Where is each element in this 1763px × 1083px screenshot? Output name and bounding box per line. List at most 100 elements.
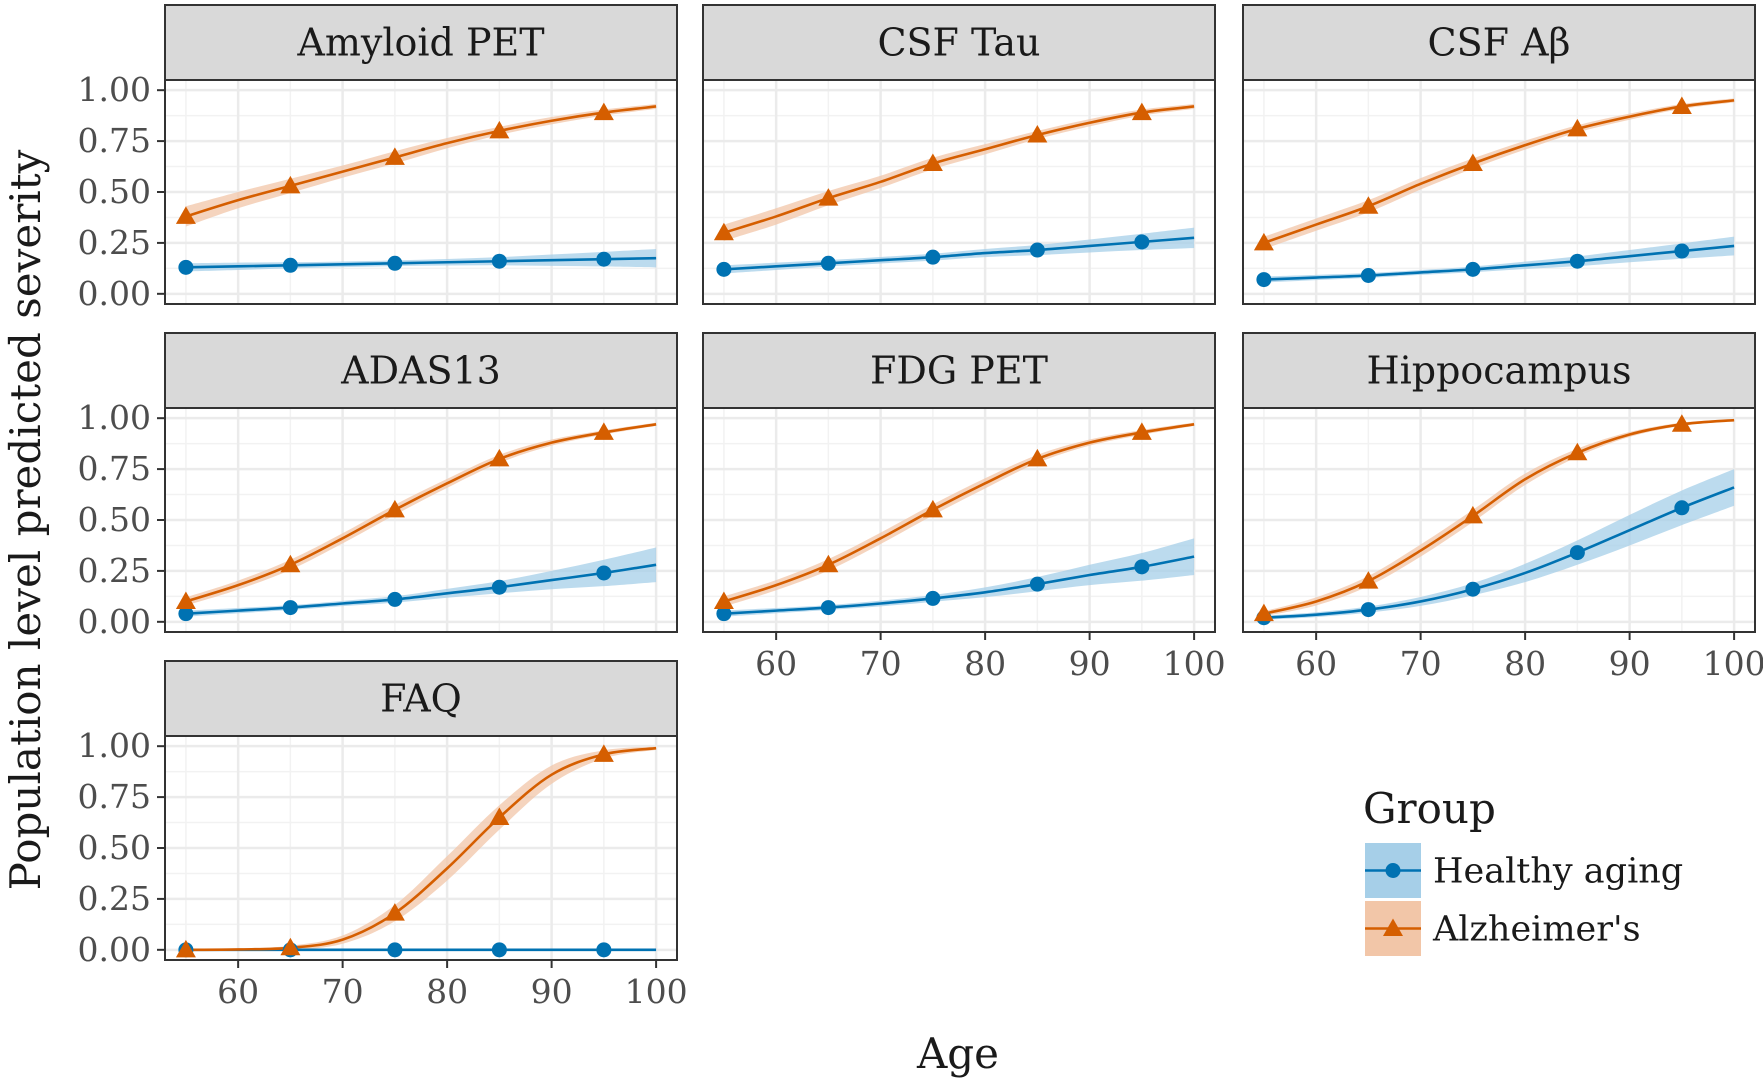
line-alzheimer-s [1263,99,1735,245]
point-healthy-aging [491,942,507,958]
plot-data [1253,96,1735,288]
point-healthy-aging [1029,576,1045,592]
y-tick-label: 0.50 [78,500,151,539]
y-tick-label: 1.00 [78,70,151,109]
point-healthy-aging [1029,242,1045,258]
line-alzheimer-s [1263,418,1735,615]
legend: Group Healthy aging Alzheimer's [1363,784,1683,956]
panel-adas13: ADAS13 0.00 0.25 0.50 0.75 1.00 [78,332,678,641]
point-healthy-aging [1134,234,1150,250]
point-alzheimer-s [1253,603,1274,622]
y-tick-label: 0.75 [78,449,151,488]
x-tick-label: 80 [964,644,1006,683]
x-tick-label: 70 [1400,644,1442,683]
point-healthy-aging [1465,581,1481,597]
panel-title: Amyloid PET [296,21,544,65]
panel-border [1242,79,1756,305]
legend-item-healthy-aging: Healthy aging [1365,843,1683,898]
panel-strip [1242,332,1756,409]
panel-amyloid-pet: Amyloid PET 0.00 0.25 0.50 0.75 1.00 [78,4,678,313]
point-alzheimer-s [922,499,943,518]
point-alzheimer-s [1131,422,1152,440]
point-healthy-aging [925,590,941,606]
point-healthy-aging [596,565,612,581]
panel-strip [164,332,678,409]
x-axis-title: Age [916,1029,999,1078]
point-healthy-aging [178,259,194,275]
x-tick-label: 60 [1295,644,1337,683]
point-alzheimer-s [384,147,405,165]
y-axis-title: Population level predicted severity [1,149,50,890]
point-alzheimer-s [489,448,510,467]
panel-strip [164,660,678,737]
point-alzheimer-s [1671,96,1692,114]
panel-csf-tau: CSF Tau [702,4,1216,305]
point-alzheimer-s [818,554,839,573]
point-healthy-aging [1569,253,1585,269]
point-alzheimer-s [1027,448,1048,467]
panel-border [1242,407,1756,633]
panel-strip [702,332,1216,409]
point-healthy-aging [1360,267,1376,283]
point-alzheimer-s [1462,505,1483,524]
line-healthy-aging [1263,244,1735,281]
panel-csf-a: CSF Aβ [1242,4,1756,305]
y-tick-label: 0.75 [78,121,151,160]
point-healthy-aging [820,600,836,616]
y-tick-label: 0.00 [78,930,151,969]
line-alzheimer-s [723,423,1195,603]
legend-key-point [1385,863,1401,878]
point-healthy-aging [820,255,836,271]
legend-key-point [1383,918,1403,936]
point-alzheimer-s [175,591,196,609]
y-tick-label: 0.50 [78,172,151,211]
panel-hippocampus: Hippocampus 60 70 80 90 100 [1242,332,1763,683]
point-alzheimer-s [175,206,196,224]
point-alzheimer-s [1567,442,1588,461]
line-healthy-aging [1263,486,1735,620]
point-healthy-aging [1256,272,1272,288]
point-alzheimer-s [922,153,943,171]
point-alzheimer-s [593,422,614,440]
x-tick-label: 90 [1069,644,1111,683]
point-alzheimer-s [384,903,405,921]
point-healthy-aging [596,942,612,958]
line-healthy-aging [723,236,1195,271]
point-alzheimer-s [713,222,734,241]
point-healthy-aging [387,942,403,958]
point-alzheimer-s [713,591,734,609]
point-alzheimer-s [1462,153,1483,171]
point-healthy-aging [716,261,732,277]
legend-title: Group [1363,784,1496,833]
panel-faq: FAQ 0.00 0.25 0.50 0.75 1.00 60 70 80 90 100 [78,660,688,1011]
line-healthy-aging [723,555,1195,615]
point-healthy-aging [387,255,403,271]
point-alzheimer-s [489,807,510,825]
line-alzheimer-s [185,105,657,218]
point-healthy-aging [491,253,507,269]
point-healthy-aging [925,249,941,265]
panel-title: CSF Tau [877,21,1040,65]
x-tick-label: 90 [531,972,573,1011]
plot-data [175,744,657,958]
y-tick-label: 1.00 [78,726,151,765]
plot-data [1253,414,1735,626]
point-alzheimer-s [175,939,196,958]
panel-strip [164,4,678,81]
point-healthy-aging [1569,545,1585,561]
point-alzheimer-s [489,120,510,139]
y-tick-label: 0.25 [78,223,151,262]
point-alzheimer-s [1358,196,1379,214]
x-tick-label: 90 [1609,644,1651,683]
panel-title: ADAS13 [340,349,501,393]
panel-title: FAQ [380,677,462,721]
panel-strip [702,4,1216,81]
ribbon-healthy-aging [723,538,1195,617]
line-healthy-aging [185,563,657,615]
point-alzheimer-s [818,188,839,206]
point-alzheimer-s [1671,414,1692,432]
point-alzheimer-s [280,937,301,956]
point-healthy-aging [282,257,298,273]
point-healthy-aging [1674,500,1690,516]
legend-item-alzheimer-s: Alzheimer's [1365,901,1641,956]
